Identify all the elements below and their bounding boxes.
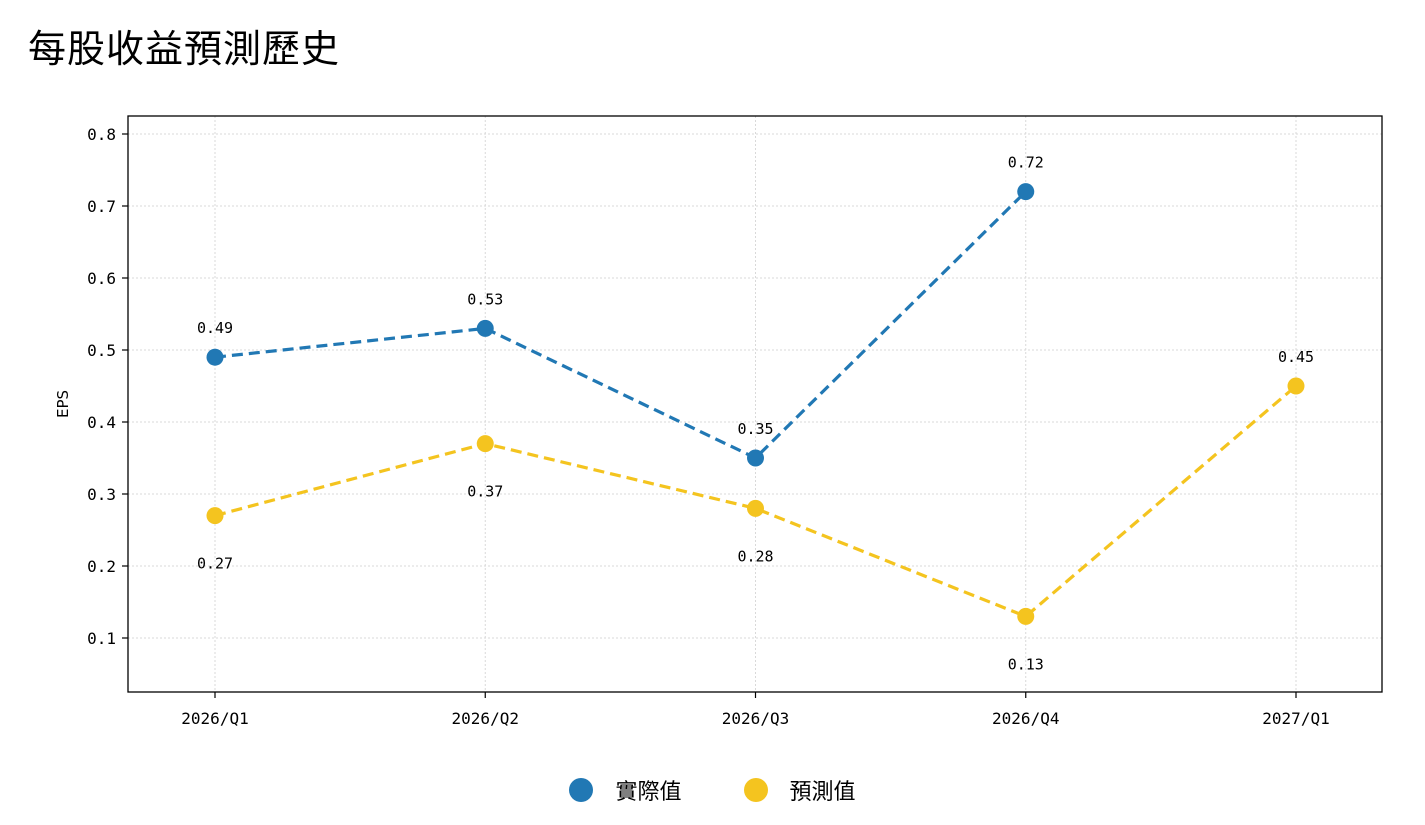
grid-lines	[128, 116, 1382, 692]
y-tick-label: 0.2	[87, 557, 116, 576]
y-tick-label: 0.7	[87, 197, 116, 216]
data-label: 0.28	[737, 547, 773, 565]
data-point	[206, 507, 224, 525]
y-tick-label: 0.8	[87, 125, 116, 144]
y-tick-label: 0.5	[87, 341, 116, 360]
data-label: 0.72	[1008, 154, 1044, 172]
y-tick-label: 0.4	[87, 413, 116, 432]
legend-item-forecast: 預測值	[743, 774, 856, 806]
data-label: 0.45	[1278, 348, 1314, 366]
data-label: 0.35	[737, 420, 773, 438]
data-point	[476, 435, 494, 453]
data-point	[1017, 607, 1035, 625]
data-label: 0.49	[197, 319, 233, 337]
data-point	[476, 319, 494, 337]
legend-label-forecast: 預測值	[789, 780, 856, 805]
x-tick-label: 2027/Q1	[1262, 709, 1329, 728]
data-point	[747, 499, 764, 517]
x-tick-label: 2026/Q4	[992, 709, 1059, 728]
x-tick-label: 2026/Q1	[181, 709, 248, 728]
x-tick-label: 2026/Q3	[722, 709, 789, 728]
series-actual: 0.49 0.53 0.35 0.72	[197, 154, 1044, 467]
data-point	[747, 449, 764, 467]
y-tick-label: 0.3	[87, 485, 116, 504]
data-label: 0.13	[1008, 655, 1044, 673]
data-point	[1017, 183, 1035, 201]
data-label: 0.37	[467, 483, 503, 501]
x-tick-label: 2026/Q2	[452, 709, 519, 728]
data-label: 0.53	[467, 290, 503, 308]
legend: 實際值 預測值	[0, 770, 1425, 810]
legend-item-actual: 實際值	[569, 774, 682, 806]
legend-marker-forecast	[743, 778, 768, 802]
series-forecast: 0.27 0.37 0.28 0.13 0.45	[197, 348, 1314, 673]
data-label: 0.27	[197, 555, 233, 573]
y-tick-label: 0.6	[87, 269, 116, 288]
y-tick-label: 0.1	[87, 629, 116, 648]
legend-marker-actual	[569, 778, 594, 802]
data-point	[1287, 377, 1305, 395]
series-layer: 0.49 0.53 0.35 0.72 0.27 0.37 0.28 0.13 0.45	[197, 154, 1314, 674]
data-point	[206, 348, 224, 366]
y-axis-label: EPS	[54, 390, 72, 418]
legend-label-actual: 實際值	[615, 780, 682, 805]
series-line	[214, 190, 1027, 460]
axes: 0.1 0.2 0.3 0.4 0.5 0.6 0.7 0.8 2026/Q1 2026/Q2 20…	[87, 125, 1330, 728]
chart-title: 每股收益預測歷史	[28, 27, 341, 71]
